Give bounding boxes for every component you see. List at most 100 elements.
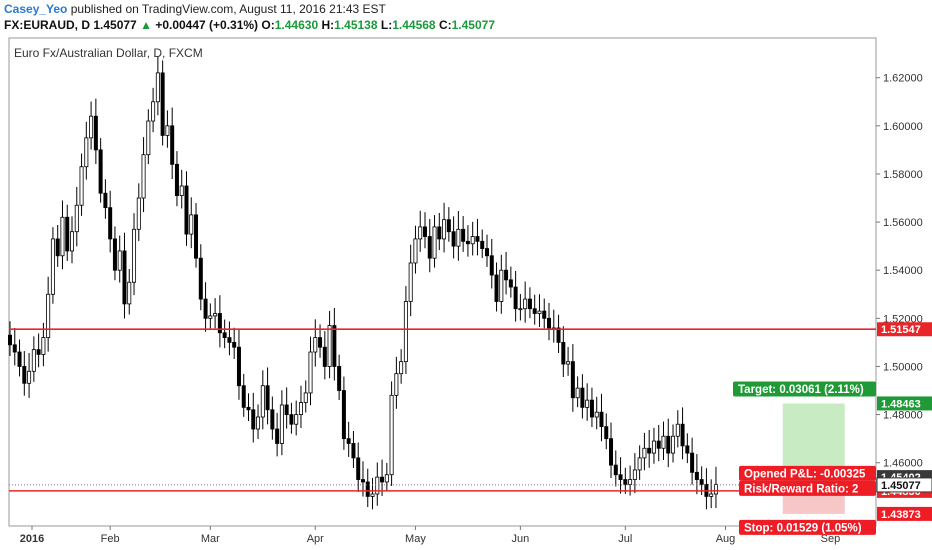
candle xyxy=(227,321,232,356)
candle-body-down xyxy=(227,337,232,343)
candle-body-up xyxy=(384,474,389,483)
target-text-bg xyxy=(733,381,876,397)
candle xyxy=(556,314,561,353)
candle-body-down xyxy=(108,207,113,240)
stop-price-label-bg xyxy=(877,506,932,521)
candle xyxy=(303,380,308,413)
candle-body-up xyxy=(327,325,332,367)
target-price-label: 1.48463 xyxy=(881,398,921,410)
candle-body-down xyxy=(556,327,561,343)
candle xyxy=(561,326,566,377)
price-change: +0.00447 (+0.31%) xyxy=(155,18,259,32)
candle xyxy=(65,204,70,261)
candle xyxy=(384,462,389,492)
candle-body-up xyxy=(713,483,718,495)
candle xyxy=(570,344,575,412)
candle xyxy=(294,400,299,436)
candle-body-down xyxy=(284,404,289,415)
candle xyxy=(174,151,179,207)
candle-body-down xyxy=(484,248,489,257)
candle-body-up xyxy=(709,493,714,497)
candle xyxy=(618,457,623,494)
candle xyxy=(198,244,203,311)
candle xyxy=(547,302,552,341)
candle-body-up xyxy=(31,349,36,372)
candle xyxy=(232,327,237,359)
candle-body-down xyxy=(365,481,370,497)
x-tick-label: Feb xyxy=(101,533,120,545)
candle xyxy=(208,303,213,329)
candle xyxy=(418,210,423,252)
candle xyxy=(494,262,499,312)
up-arrow-icon: ▲ xyxy=(140,18,152,32)
candle xyxy=(484,234,489,267)
candle xyxy=(661,421,666,461)
candle xyxy=(170,107,175,179)
hline-price-label-bg xyxy=(877,322,932,337)
candle-body-up xyxy=(89,115,94,139)
candle xyxy=(270,396,275,440)
candle xyxy=(117,235,122,283)
x-tick-label: 2016 xyxy=(20,533,44,545)
candle xyxy=(284,387,289,429)
candle-body-down xyxy=(690,452,695,473)
candle xyxy=(213,298,218,329)
candle xyxy=(713,466,718,509)
candle xyxy=(194,203,199,268)
candle-body-down xyxy=(680,423,685,447)
candle xyxy=(451,216,456,259)
author-name[interactable]: Casey_Yeo xyxy=(4,2,68,16)
candle-body-up xyxy=(165,125,170,136)
candle xyxy=(136,183,141,242)
close-label: C: xyxy=(438,18,452,32)
candle xyxy=(184,171,189,246)
candle-body-up xyxy=(50,238,55,295)
candle xyxy=(60,200,65,270)
candle xyxy=(589,387,594,428)
candle xyxy=(489,238,494,289)
candle-body-up xyxy=(46,293,51,338)
candle xyxy=(103,179,108,219)
candle-body-down xyxy=(217,313,222,334)
chart-title: Euro Fx/Australian Dollar, D, FXCM xyxy=(14,46,203,60)
y-tick-label: 1.58000 xyxy=(883,169,923,181)
candle-body-up xyxy=(60,216,65,257)
risk-reward-text-bg xyxy=(739,480,876,496)
candle-body-down xyxy=(613,464,618,476)
candle-body-up xyxy=(298,402,303,415)
candle-body-down xyxy=(647,447,652,454)
candle xyxy=(580,374,585,419)
candle xyxy=(470,221,475,256)
candle xyxy=(370,477,375,510)
y-tick-label: 1.46000 xyxy=(883,458,923,470)
candle xyxy=(623,467,628,494)
candle xyxy=(236,329,241,400)
candle-body-up xyxy=(523,298,528,310)
candle xyxy=(527,287,532,319)
x-tick-label: May xyxy=(405,533,426,545)
candle-body-up xyxy=(256,416,261,430)
candle xyxy=(27,352,32,398)
stop-zone xyxy=(782,490,845,514)
candle-body-down xyxy=(22,366,27,384)
candle-body-up xyxy=(79,166,84,206)
x-tick-label: Jul xyxy=(618,533,632,545)
candle-body-up xyxy=(279,404,284,444)
candle xyxy=(132,213,137,296)
candle-body-down xyxy=(7,334,12,346)
quote-header: FX:EURAUD, D 1.45077 ▲ +0.00447 (+0.31%)… xyxy=(4,18,495,32)
candle-body-down xyxy=(351,443,356,459)
candle xyxy=(632,453,637,494)
candle-body-down xyxy=(270,409,275,430)
candle-body-down xyxy=(570,361,575,399)
candle xyxy=(346,421,351,457)
candle-body-down xyxy=(465,240,470,245)
candle xyxy=(275,412,280,457)
candle xyxy=(394,356,399,409)
candle xyxy=(55,224,60,267)
candle-body-up xyxy=(189,214,194,235)
candle-body-down xyxy=(346,438,351,444)
candle-body-down xyxy=(475,236,480,242)
candle-body-down xyxy=(446,219,451,233)
